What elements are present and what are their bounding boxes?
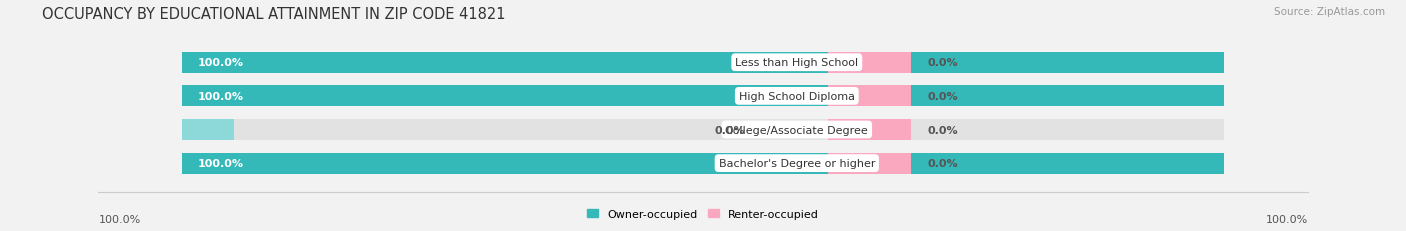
Bar [181, 86, 1225, 107]
Text: Less than High School: Less than High School [735, 58, 859, 68]
Text: 0.0%: 0.0% [927, 125, 957, 135]
Text: 0.0%: 0.0% [927, 158, 957, 168]
Bar [181, 86, 1225, 107]
Text: 0.0%: 0.0% [927, 58, 957, 68]
Text: 0.0%: 0.0% [927, 91, 957, 101]
Text: 100.0%: 100.0% [197, 91, 243, 101]
Bar [181, 153, 1225, 174]
Bar [828, 53, 911, 73]
Text: Source: ZipAtlas.com: Source: ZipAtlas.com [1274, 7, 1385, 17]
Text: High School Diploma: High School Diploma [738, 91, 855, 101]
Text: College/Associate Degree: College/Associate Degree [725, 125, 868, 135]
Bar [828, 120, 911, 140]
Text: OCCUPANCY BY EDUCATIONAL ATTAINMENT IN ZIP CODE 41821: OCCUPANCY BY EDUCATIONAL ATTAINMENT IN Z… [42, 7, 506, 22]
Bar [181, 120, 1225, 140]
Bar [828, 86, 911, 107]
Text: 100.0%: 100.0% [98, 214, 141, 224]
Bar [181, 153, 1225, 174]
Text: Bachelor's Degree or higher: Bachelor's Degree or higher [718, 158, 875, 168]
Bar [181, 53, 1225, 73]
Text: 100.0%: 100.0% [197, 158, 243, 168]
Text: 100.0%: 100.0% [1265, 214, 1308, 224]
Bar [181, 53, 1225, 73]
Text: 0.0%: 0.0% [714, 125, 745, 135]
Text: 100.0%: 100.0% [197, 58, 243, 68]
Bar [828, 153, 911, 174]
Bar [181, 120, 233, 140]
Legend: Owner-occupied, Renter-occupied: Owner-occupied, Renter-occupied [582, 204, 824, 223]
